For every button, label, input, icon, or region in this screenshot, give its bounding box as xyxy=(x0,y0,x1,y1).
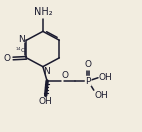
Text: N: N xyxy=(18,35,24,44)
Text: O: O xyxy=(85,60,92,69)
Text: O: O xyxy=(62,71,69,80)
Text: P: P xyxy=(85,77,91,86)
Text: NH₂: NH₂ xyxy=(34,7,53,17)
Text: OH: OH xyxy=(38,97,52,106)
Text: OH: OH xyxy=(99,73,112,82)
Text: $^{14}$C: $^{14}$C xyxy=(15,45,26,55)
Text: N: N xyxy=(44,67,50,76)
Text: O: O xyxy=(4,54,11,63)
Text: OH: OH xyxy=(94,91,108,100)
